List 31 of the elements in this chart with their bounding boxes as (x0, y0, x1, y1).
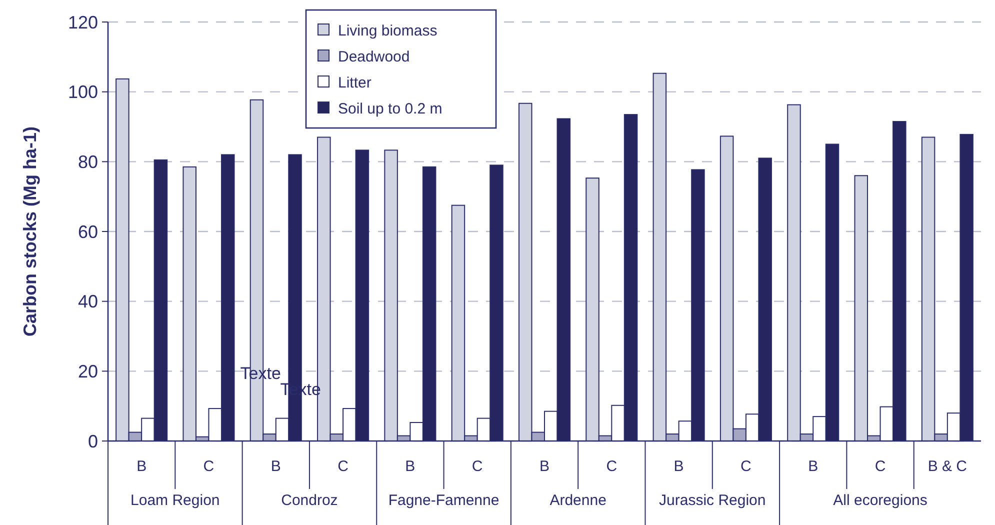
x-tick-label: B (270, 458, 281, 475)
y-axis-title: Carbon stocks (Mg ha-1) (20, 126, 40, 337)
x-tick-label: C (606, 458, 618, 475)
legend-label: Soil up to 0.2 m (338, 100, 442, 118)
text: All ecoregions (833, 492, 928, 509)
x-tick-label: C (472, 458, 483, 475)
x-tick-label: C (338, 458, 349, 475)
x-tick-label: B (539, 458, 550, 475)
legend-label: Deadwood (338, 48, 410, 66)
text: Ardenne (550, 492, 606, 509)
x-tick-label: C (740, 458, 752, 475)
y-tick-label: 100 (68, 82, 98, 102)
x-tick-label: C (874, 458, 886, 475)
x-tick-label: B & C (928, 458, 968, 475)
y-tick-label: 0 (88, 431, 98, 452)
x-tick-label: C (203, 458, 214, 475)
x-tick-label: B (808, 458, 818, 475)
legend-label: Living biomass (338, 22, 438, 40)
x-tick-label: B (405, 458, 416, 475)
y-tick-label: 20 (78, 361, 98, 382)
text: Fagne-Famenne (388, 492, 500, 509)
y-tick-label: 60 (78, 222, 98, 242)
text: Condroz (281, 492, 338, 509)
x-tick-label: B (674, 458, 684, 475)
y-tick-label: 120 (68, 12, 98, 32)
legend-label: Litter (338, 74, 372, 92)
y-tick-label: 40 (78, 292, 98, 312)
x-tick-label: B (136, 458, 147, 475)
text: Jurassic Region (659, 492, 766, 509)
y-tick-label: 80 (78, 152, 98, 172)
text: Loam Region (130, 492, 220, 509)
